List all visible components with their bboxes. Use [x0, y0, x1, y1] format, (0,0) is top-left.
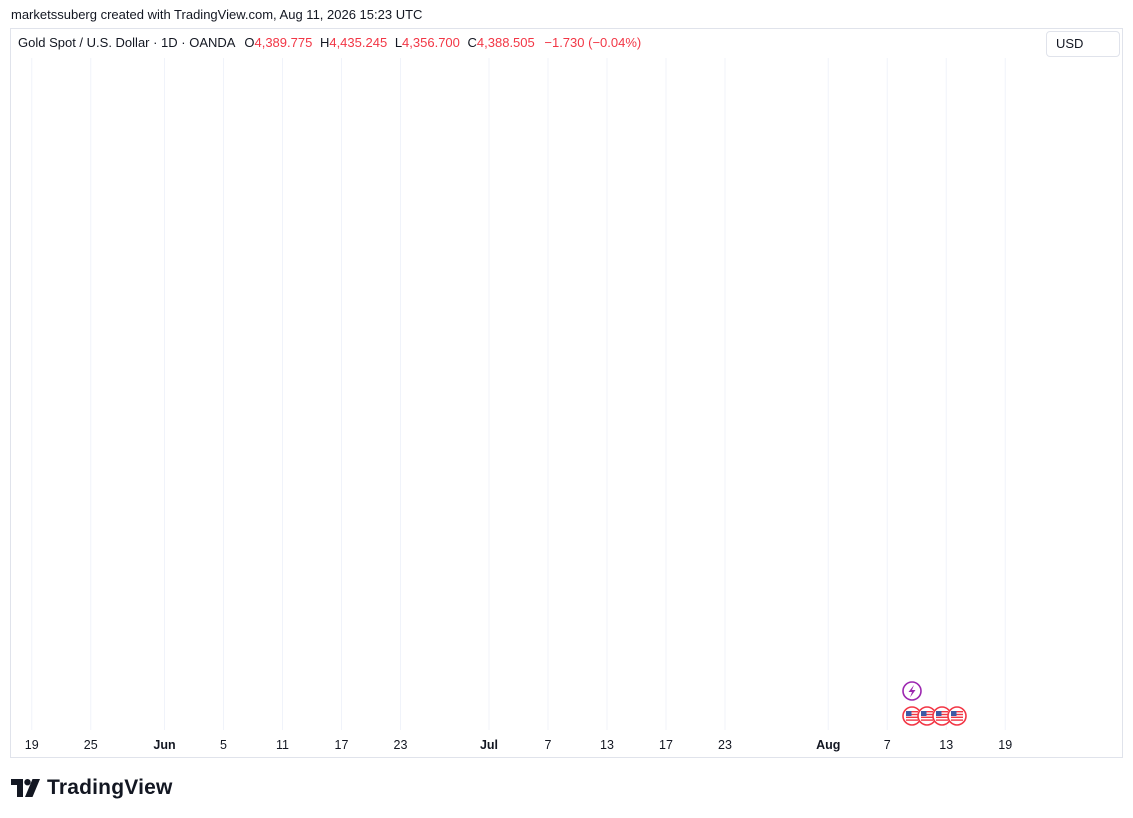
time-tick-label: 23 — [394, 738, 408, 752]
close-value: 4,388.505 — [476, 35, 535, 50]
time-tick-label: 25 — [84, 738, 98, 752]
high-label: H — [319, 35, 330, 50]
lightning-icon — [902, 681, 922, 701]
time-tick-label: 11 — [276, 738, 289, 752]
time-tick-label: 19 — [25, 738, 39, 752]
high-value: 4,435.245 — [329, 35, 388, 50]
change-value: −1.730 (−0.04%) — [544, 35, 642, 50]
tradingview-wordmark: TradingView — [47, 776, 173, 799]
us-flag-icon — [917, 706, 937, 726]
us-flag-icon — [902, 706, 922, 726]
open-value: 4,389.775 — [254, 35, 313, 50]
low-label: L — [394, 35, 403, 50]
time-tick-label: Jul — [480, 738, 498, 752]
low-value: 4,356.700 — [402, 35, 460, 50]
symbol-title: Gold Spot / U.S. Dollar · 1D · OANDA — [18, 35, 235, 50]
time-tick-label: 23 — [718, 738, 732, 752]
currency-button[interactable]: USD — [1046, 31, 1120, 57]
time-tick-label: 17 — [659, 738, 673, 752]
us-flag-icon — [932, 706, 952, 726]
chart-grid — [31, 58, 1006, 730]
symbol-legend: Gold Spot / U.S. Dollar · 1D · OANDA O4,… — [18, 35, 641, 50]
time-tick-label: 7 — [884, 738, 891, 752]
tradingview-logo[interactable]: TradingView — [11, 776, 173, 800]
tradingview-logo-icon — [11, 779, 40, 797]
time-tick-label: 13 — [600, 738, 614, 752]
time-tick-label: 17 — [335, 738, 349, 752]
time-tick-label: 7 — [545, 738, 552, 752]
chart-caption: marketssuberg created with TradingView.c… — [11, 7, 423, 22]
close-label: C — [467, 35, 477, 50]
open-label: O — [244, 35, 255, 50]
chart-frame — [10, 28, 1123, 758]
us-flag-icon — [947, 706, 967, 726]
event-markers — [902, 681, 967, 726]
time-tick-label: 5 — [220, 738, 227, 752]
time-axis: 19 25 Jun 5 11 17 23 Jul 7 13 17 23 Aug 7 13 19 — [25, 738, 1012, 752]
time-tick-label: Jun — [153, 738, 175, 752]
time-tick-label: Aug — [816, 738, 840, 752]
time-tick-label: 19 — [998, 738, 1012, 752]
time-tick-label: 13 — [939, 738, 953, 752]
